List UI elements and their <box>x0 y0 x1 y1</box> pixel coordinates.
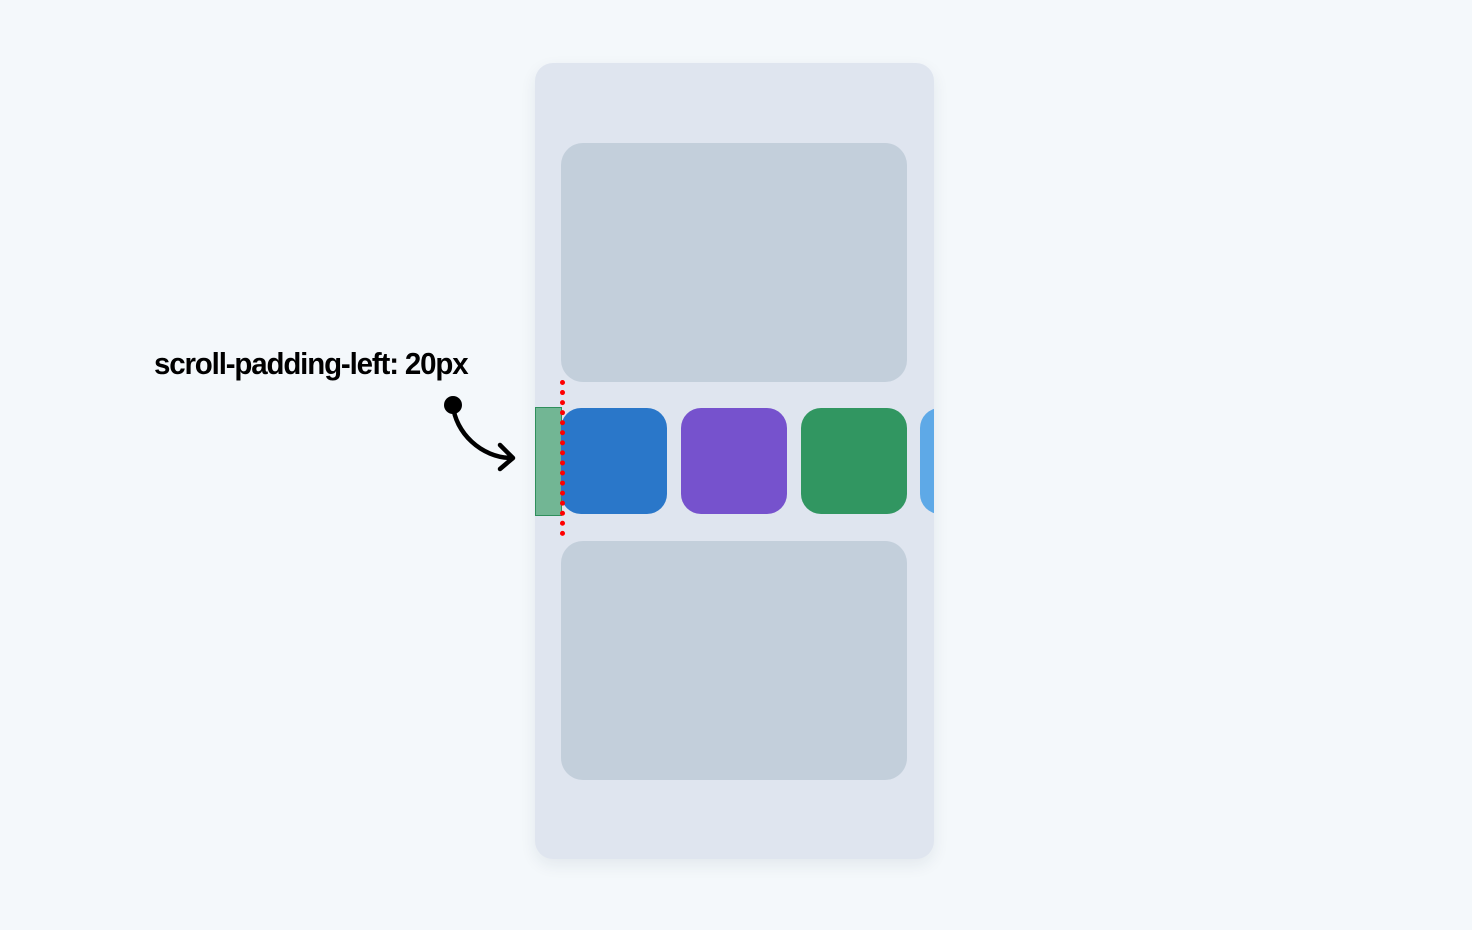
placeholder-card-bottom <box>561 541 907 780</box>
pointer-arrow-icon <box>444 396 516 472</box>
carousel-item-purple[interactable] <box>681 408 787 514</box>
carousel-item-light-blue[interactable] <box>920 408 934 514</box>
snap-line <box>560 380 565 536</box>
placeholder-card-top <box>561 143 907 382</box>
scroll-padding-area <box>535 407 562 516</box>
carousel-item-green[interactable] <box>801 408 907 514</box>
phone-frame <box>535 63 934 859</box>
carousel[interactable] <box>535 407 934 516</box>
carousel-item-blue[interactable] <box>561 408 667 514</box>
scroll-padding-label: scroll-padding-left: 20px <box>154 346 469 381</box>
